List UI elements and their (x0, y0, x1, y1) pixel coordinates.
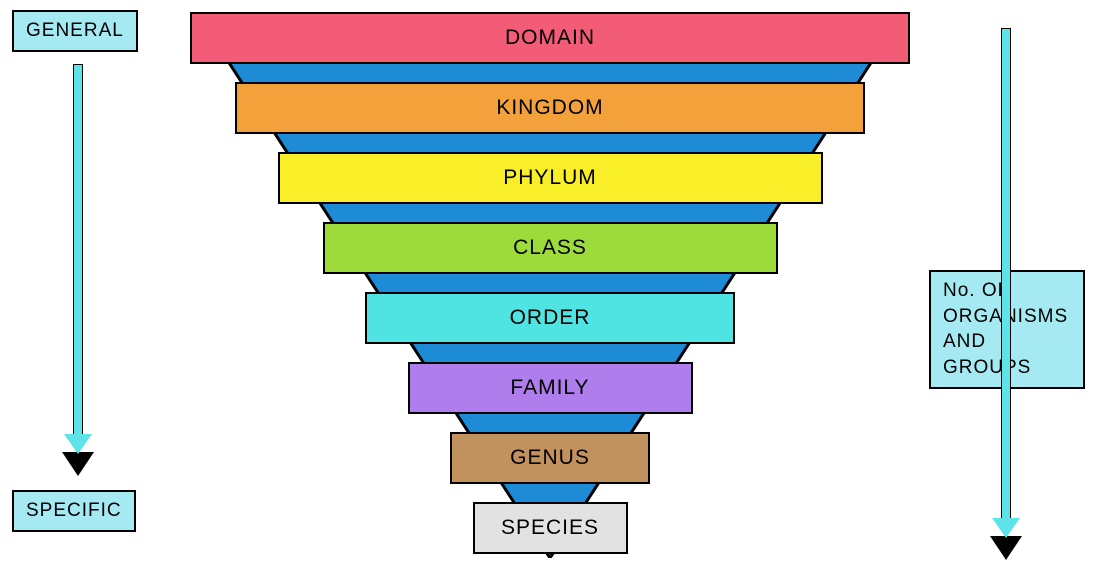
left-arrow (64, 64, 92, 454)
left-arrow-head (64, 434, 92, 454)
right-arrow-shaft (1001, 28, 1011, 518)
right-arrow (992, 28, 1020, 538)
level-class: CLASS (323, 222, 778, 274)
taxonomy-pyramid: DOMAIN KINGDOM PHYLUM CLASS ORDER FAMILY GENUS… (180, 0, 920, 579)
level-genus: GENUS (450, 432, 650, 484)
left-arrow-shaft (73, 64, 83, 434)
right-arrow-head (992, 518, 1020, 538)
specific-label: SPECIFIC (12, 490, 136, 532)
level-species: SPECIES (473, 502, 628, 554)
level-family: FAMILY (408, 362, 693, 414)
level-kingdom: KINGDOM (235, 82, 865, 134)
level-domain: DOMAIN (190, 12, 910, 64)
level-order: ORDER (365, 292, 735, 344)
taxonomy-diagram: GENERAL SPECIFIC DOMAIN KINGDOM PHYLUM CLAS… (0, 0, 1100, 579)
level-phylum: PHYLUM (278, 152, 823, 204)
general-label: GENERAL (12, 10, 138, 52)
